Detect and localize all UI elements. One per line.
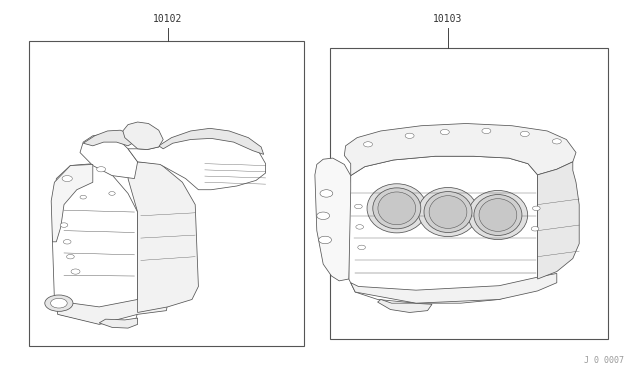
Ellipse shape	[468, 190, 528, 240]
Circle shape	[358, 245, 365, 250]
Circle shape	[364, 142, 372, 147]
Circle shape	[482, 128, 491, 134]
Text: 10103: 10103	[433, 14, 463, 24]
Circle shape	[320, 190, 333, 197]
Circle shape	[356, 225, 364, 229]
Circle shape	[319, 236, 332, 244]
Circle shape	[51, 298, 67, 308]
Ellipse shape	[372, 188, 421, 229]
Circle shape	[355, 204, 362, 209]
Circle shape	[532, 206, 540, 211]
Circle shape	[80, 195, 86, 199]
Bar	[330, 48, 608, 339]
Circle shape	[531, 227, 539, 231]
Circle shape	[45, 295, 73, 311]
Ellipse shape	[378, 192, 416, 225]
Ellipse shape	[479, 199, 517, 231]
Polygon shape	[80, 134, 138, 179]
Ellipse shape	[424, 192, 472, 232]
Ellipse shape	[367, 184, 427, 233]
Polygon shape	[83, 130, 136, 146]
Ellipse shape	[419, 187, 477, 237]
Circle shape	[60, 223, 68, 227]
Bar	[29, 41, 304, 346]
Circle shape	[71, 269, 80, 274]
Circle shape	[63, 240, 71, 244]
Circle shape	[405, 133, 414, 138]
Ellipse shape	[429, 196, 467, 228]
Circle shape	[520, 131, 529, 137]
Polygon shape	[159, 128, 264, 154]
Text: 10102: 10102	[153, 14, 182, 24]
Circle shape	[67, 254, 74, 259]
Polygon shape	[378, 299, 432, 312]
Circle shape	[440, 129, 449, 135]
Circle shape	[552, 139, 561, 144]
Polygon shape	[344, 124, 576, 176]
Polygon shape	[538, 162, 579, 279]
Circle shape	[109, 192, 115, 195]
Polygon shape	[351, 273, 557, 303]
Text: J 0 0007: J 0 0007	[584, 356, 624, 365]
Polygon shape	[52, 164, 138, 324]
Polygon shape	[99, 318, 138, 328]
Polygon shape	[56, 298, 168, 324]
Polygon shape	[51, 164, 93, 242]
Circle shape	[62, 176, 72, 182]
Polygon shape	[128, 132, 266, 190]
Polygon shape	[128, 162, 198, 312]
Ellipse shape	[474, 195, 522, 235]
Polygon shape	[315, 158, 351, 281]
Polygon shape	[349, 156, 538, 303]
Polygon shape	[123, 122, 163, 150]
Circle shape	[97, 167, 106, 172]
Circle shape	[317, 212, 330, 219]
